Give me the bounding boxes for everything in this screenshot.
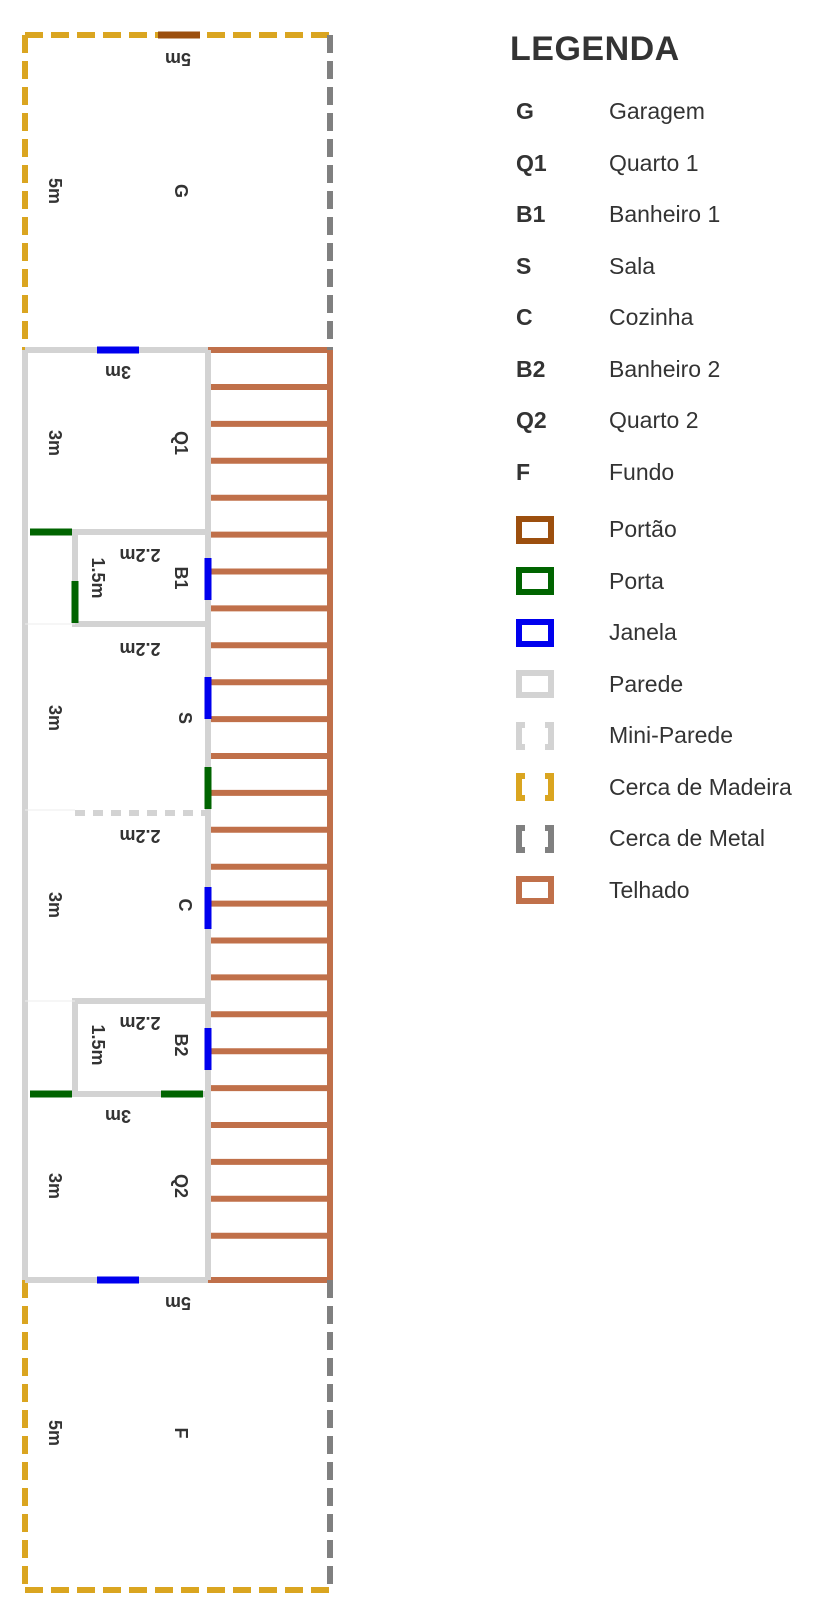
legend-swatch-cell [510,515,609,544]
legend-title: LEGENDA [510,30,680,68]
legend-element-label: Porta [609,567,664,594]
legend-element-mini-parede: Mini-Parede [510,710,820,762]
label-g: G [171,184,191,198]
roof-slats [208,384,330,1239]
label-q1: Q1 [171,431,191,455]
doors [30,528,212,1098]
label-c-depth: 3m [45,892,65,918]
legend-swatch-cell [510,670,609,699]
legend-element-cerca-de-metal: Cerca de Metal [510,813,820,865]
legend-swatch-cell [510,618,609,647]
legend-room-code: S [516,252,532,279]
room-labels: 5m 5m G 3m 3m Q1 2.2m 1.5m B1 2.2m 3m S … [45,49,195,1446]
floor-plan: 5m 5m G 3m 3m Q1 2.2m 1.5m B1 2.2m 3m S … [22,31,333,1593]
legend-swatch-cell [510,773,609,802]
legend-room-f: F Fundo [510,447,820,499]
legend-swatch-cell [510,567,609,596]
legend-room-label: Sala [609,252,656,279]
legend-element-label: Mini-Parede [609,722,733,749]
legend-room-b2: B2 Banheiro 2 [510,344,820,396]
legend-room-label: Banheiro 1 [609,201,721,228]
label-b2-depth: 1.5m [88,1024,108,1065]
legend-room-label: Fundo [609,458,675,485]
legend-room-c: C Cozinha [510,292,820,344]
legend-swatch-cell [510,824,609,853]
legend-room-q1: Q1 Quarto 1 [510,138,820,190]
legend-rooms: G Garagem Q1 Quarto 1 B1 Banheiro 1 S Sala C Cozi… [510,86,820,498]
legend-element-label: Telhado [609,876,690,903]
label-q2-depth: 3m [45,1173,65,1199]
windows [97,346,212,1284]
label-c-width: 2.2m [119,826,160,846]
legend-element-label: Parede [609,670,684,697]
legend-room-label: Quarto 1 [609,149,699,176]
legend-elements: Portão Porta Janela Parede Mini-Parede Cerca … [510,504,820,916]
legend-room-s: S Sala [510,241,820,293]
legend-swatch-cell [510,876,609,905]
walls [22,347,211,1283]
legend-element-parede: Parede [510,659,820,711]
legend-room-code: B2 [516,355,546,382]
legend-swatch-icon [516,824,554,853]
legend-element-label: Portão [609,516,677,543]
label-b2-width: 2.2m [119,1013,160,1033]
legend-element-janela: Janela [510,607,820,659]
label-s-width: 2.2m [119,639,160,659]
legend-element-label: Janela [609,619,677,646]
label-f-depth: 5m [45,1420,65,1446]
legend-swatch-icon [516,670,554,699]
label-q1-width: 3m [105,362,131,382]
label-g-width: 5m [165,49,191,69]
legend-room-b1: B1 Banheiro 1 [510,189,820,241]
legend-swatch-icon [516,618,554,647]
legend-swatch-icon [516,567,554,596]
label-q2-width: 3m [105,1106,131,1126]
label-s-depth: 3m [45,705,65,731]
label-b1-depth: 1.5m [88,557,108,598]
label-b1-width: 2.2m [119,545,160,565]
legend-swatch-icon [516,721,554,750]
label-f-width: 5m [165,1293,191,1313]
legend-swatch-icon [516,773,554,802]
label-s: S [175,712,195,724]
legend-element-telhado: Telhado [510,865,820,917]
legend-element-port-o: Portão [510,504,820,556]
legend-room-code: B1 [516,201,546,228]
label-f: F [171,1428,191,1439]
legend-room-code: C [516,304,533,331]
label-b2: B2 [171,1033,191,1056]
legend-room-label: Banheiro 2 [609,355,721,382]
legend-room-code: G [516,98,534,125]
legend-room-code: F [516,458,531,485]
legend-swatch-cell [510,721,609,750]
legend-element-cerca-de-madeira: Cerca de Madeira [510,762,820,814]
legend-room-label: Cozinha [609,304,694,331]
legend-swatch-icon [516,876,554,905]
legend-element-label: Cerca de Metal [609,825,765,852]
legend-room-label: Quarto 2 [609,407,699,434]
legend-room-q2: Q2 Quarto 2 [510,395,820,447]
label-g-depth: 5m [45,178,65,204]
label-c: C [175,899,195,912]
legend-element-porta: Porta [510,556,820,608]
legend-element-label: Cerca de Madeira [609,773,792,800]
legend-room-g: G Garagem [510,86,820,138]
label-b1: B1 [171,566,191,589]
legend-room-label: Garagem [609,98,705,125]
roof [205,347,333,1283]
label-q1-depth: 3m [45,430,65,456]
legend-room-code: Q2 [516,407,547,434]
legend-swatch-icon [516,515,554,544]
front-fence [22,31,333,350]
label-q2: Q2 [171,1174,191,1198]
legend-room-code: Q1 [516,149,547,176]
